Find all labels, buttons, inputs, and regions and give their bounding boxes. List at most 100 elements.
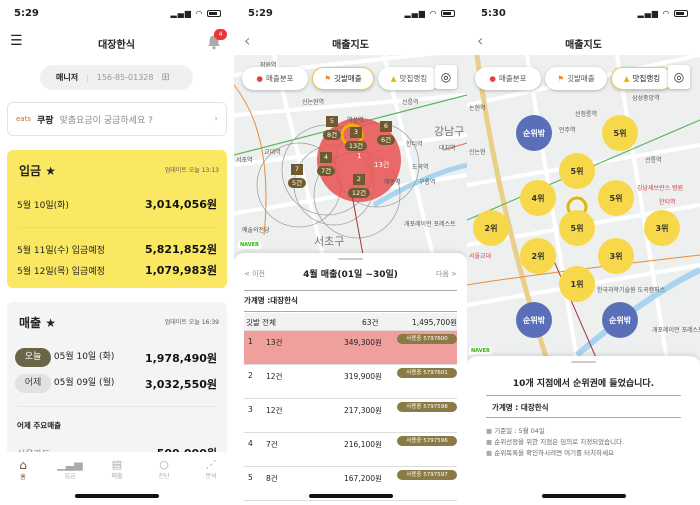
map-filter-chip[interactable]: ▲ 맛집랭킹 xyxy=(611,67,673,90)
row-amount: 216,100원 xyxy=(344,440,382,449)
home-indicator xyxy=(309,494,393,498)
rank-marker[interactable]: 순위밖 xyxy=(516,115,552,151)
status-pill[interactable]: 사용중 5797598 xyxy=(397,402,457,412)
map-filter-chip[interactable]: ● 매출분포 xyxy=(475,67,541,90)
rank-marker[interactable]: 5위 xyxy=(598,180,634,216)
ranking-map[interactable]: 논현역 신논현 언주역 선정릉역 선릉역 삼성중앙역 한티역 강남세브란스 병원 서울교대 한국과… xyxy=(467,55,700,360)
tab-home[interactable]: ⌂ 홈 xyxy=(19,458,27,481)
flag-marker[interactable]: 6 xyxy=(380,121,392,132)
my-location-button[interactable]: ◎ xyxy=(668,65,690,89)
flag-marker[interactable]: 3 xyxy=(350,127,362,138)
table-row[interactable]: 2 12건 319,900원 사용중 5797601 xyxy=(244,365,457,399)
flag-icon: ⚑ xyxy=(324,74,332,83)
major-sales-title: 어제 주요매출 xyxy=(17,421,62,430)
map-filter-chip[interactable]: ⚑ 깃발매출 xyxy=(545,67,607,90)
flag-marker[interactable]: 4 xyxy=(320,152,332,163)
tab-deposit[interactable]: ▁▃▅ 입금 xyxy=(57,458,83,480)
back-button[interactable]: ‹ xyxy=(477,31,484,50)
prev-button[interactable]: < 이전 xyxy=(244,270,265,278)
flag-marker[interactable]: 7 xyxy=(291,164,303,175)
tab-sales[interactable]: ▤ 매출 xyxy=(111,458,123,480)
map-label: 개포레이먼 포레스트 xyxy=(404,221,456,228)
status-icons: ▂▄▆ ◠ xyxy=(637,9,688,18)
center-rank: 1 xyxy=(357,152,362,160)
ranking-sheet[interactable]: 10개 지점에서 순위권에 들었습니다. 가계명 : 대장한식 ■ 기준일 : … xyxy=(467,356,700,505)
table-row[interactable]: 3 12건 217,300원 사용중 5797598 xyxy=(244,399,457,433)
deposit-updated: 업데이트 오늘 13:13 xyxy=(164,167,219,174)
map-roads xyxy=(467,55,700,360)
status-time: 5:29 xyxy=(248,8,273,19)
account-pill[interactable]: 매니저 | 156-85-01328 ⊞ xyxy=(40,65,193,90)
rank-marker[interactable]: 순위밖 xyxy=(516,302,552,338)
map-filter-chip[interactable]: ● 매출분포 xyxy=(242,67,308,90)
rank-marker[interactable]: 1위 xyxy=(559,266,595,302)
row-amount: 217,300원 xyxy=(344,406,382,415)
grid-icon[interactable]: ⊞ xyxy=(161,72,170,83)
status-pill[interactable]: 사용중 5797597 xyxy=(397,470,457,480)
ranking-headline: 10개 지점에서 순위권에 들었습니다. xyxy=(512,379,655,389)
rank-marker[interactable]: 5위 xyxy=(602,115,638,151)
table-row[interactable]: 1 13건 349,300원 사용중 5797600 xyxy=(244,331,457,365)
rank-marker[interactable]: 2위 xyxy=(520,238,556,274)
map-label: 한티역 xyxy=(406,141,423,148)
map-filter-chip[interactable]: ⚑ 깃발매출 xyxy=(312,67,374,90)
next-button[interactable]: 다음 > xyxy=(436,270,457,278)
coupang-eats-logo: eats xyxy=(16,115,31,123)
row-count: 12건 xyxy=(266,372,283,381)
map-label: 신논현역 xyxy=(302,99,325,106)
row-rank: 2 xyxy=(248,371,253,380)
sales-distribution-icon: ● xyxy=(256,74,263,83)
rank-marker[interactable]: 5위 xyxy=(559,153,595,189)
rank-marker[interactable]: 3위 xyxy=(644,210,680,246)
menu-icon[interactable]: ☰ xyxy=(10,33,23,49)
star-icon[interactable]: ★ xyxy=(45,164,57,178)
banner-brand: 쿠팡 xyxy=(37,115,54,126)
table-row[interactable]: 4 7건 216,100원 사용중 5797596 xyxy=(244,433,457,467)
star-icon[interactable]: ★ xyxy=(45,316,57,330)
sales-updated: 업데이트 오늘 16:39 xyxy=(164,319,219,326)
sheet-handle[interactable] xyxy=(338,258,363,260)
role-label: 매니저 xyxy=(56,73,79,82)
store-name: 가계명 : 대장한식 xyxy=(492,403,549,412)
status-pill[interactable]: 사용중 5797600 xyxy=(397,334,457,344)
tab-diagnosis[interactable]: ○ 진단 xyxy=(158,458,170,480)
rank-marker[interactable]: 3위 xyxy=(598,238,634,274)
row-rank: 3 xyxy=(248,405,253,414)
flag-marker[interactable]: 5 xyxy=(326,116,338,127)
deposit-card[interactable]: 입금 ★ 업데이트 오늘 13:13 5월 10일(화) 3,014,056원 5… xyxy=(7,150,227,288)
map-label: 매봉역 xyxy=(384,179,401,186)
period-title: 4월 매출(01일 ~30일) xyxy=(303,270,398,280)
rank-marker[interactable]: 순위밖 xyxy=(602,302,638,338)
rank-marker[interactable]: 4위 xyxy=(520,180,556,216)
coupang-banner[interactable]: eats 쿠팡 맞춤요금이 궁금하세요 ? › xyxy=(7,102,227,136)
note-item: ■ 기준일 : 5월 04일 xyxy=(486,427,545,435)
status-icons: ▂▄▆ ◠ xyxy=(170,9,221,18)
tab-analysis[interactable]: ⋰ 분석 xyxy=(205,458,217,480)
map-label: 서울교대 xyxy=(469,253,492,260)
status-icons: ▂▄▆ ◠ xyxy=(404,9,455,18)
biz-number: 156-85-01328 xyxy=(96,73,154,82)
map-filter-chip[interactable]: ▲ 맛집랭킹 xyxy=(378,67,440,90)
status-pill[interactable]: 사용중 5797601 xyxy=(397,368,457,378)
chip-label: 매출분포 xyxy=(498,74,527,83)
sales-card[interactable]: 매출 ★ 업데이트 오늘 16:39 오늘 05월 10일 (화) 1,978,4… xyxy=(7,302,227,462)
status-pill[interactable]: 사용중 5797596 xyxy=(397,436,457,446)
my-location-button[interactable]: ◎ xyxy=(435,65,457,89)
table-row[interactable]: 5 8건 167,200원 사용중 5797597 xyxy=(244,467,457,501)
map-label: 서초구 xyxy=(314,235,345,248)
ranking-notes[interactable]: ■ 기준일 : 5월 04일 ■ 순위선정을 위한 지점은 임의로 지정되었습니… xyxy=(486,426,624,459)
naver-logo: NAVER xyxy=(238,241,261,249)
map-label: 대치역 xyxy=(439,145,456,152)
screen-title: 매출지도 xyxy=(565,40,602,51)
flag-count-bubble: 13건 xyxy=(344,141,368,151)
flag-icon: ⚑ xyxy=(557,74,565,83)
sheet-handle[interactable] xyxy=(571,361,596,363)
sales-sheet: < 이전 4월 매출(01일 ~30일) 다음 > 가계명 :대장한식 깃발 전… xyxy=(234,253,467,505)
back-button[interactable]: ‹ xyxy=(244,31,251,50)
rank-marker[interactable]: 2위 xyxy=(473,210,509,246)
sales-title: 매출 xyxy=(19,316,42,330)
rank-marker[interactable]: 5위 xyxy=(559,210,595,246)
note-item: ■ 순위목록을 확인하시려면 여기를 터치하세요 xyxy=(486,449,615,457)
flag-marker[interactable]: 2 xyxy=(353,174,365,185)
chip-label: 깃발매출 xyxy=(567,74,595,83)
